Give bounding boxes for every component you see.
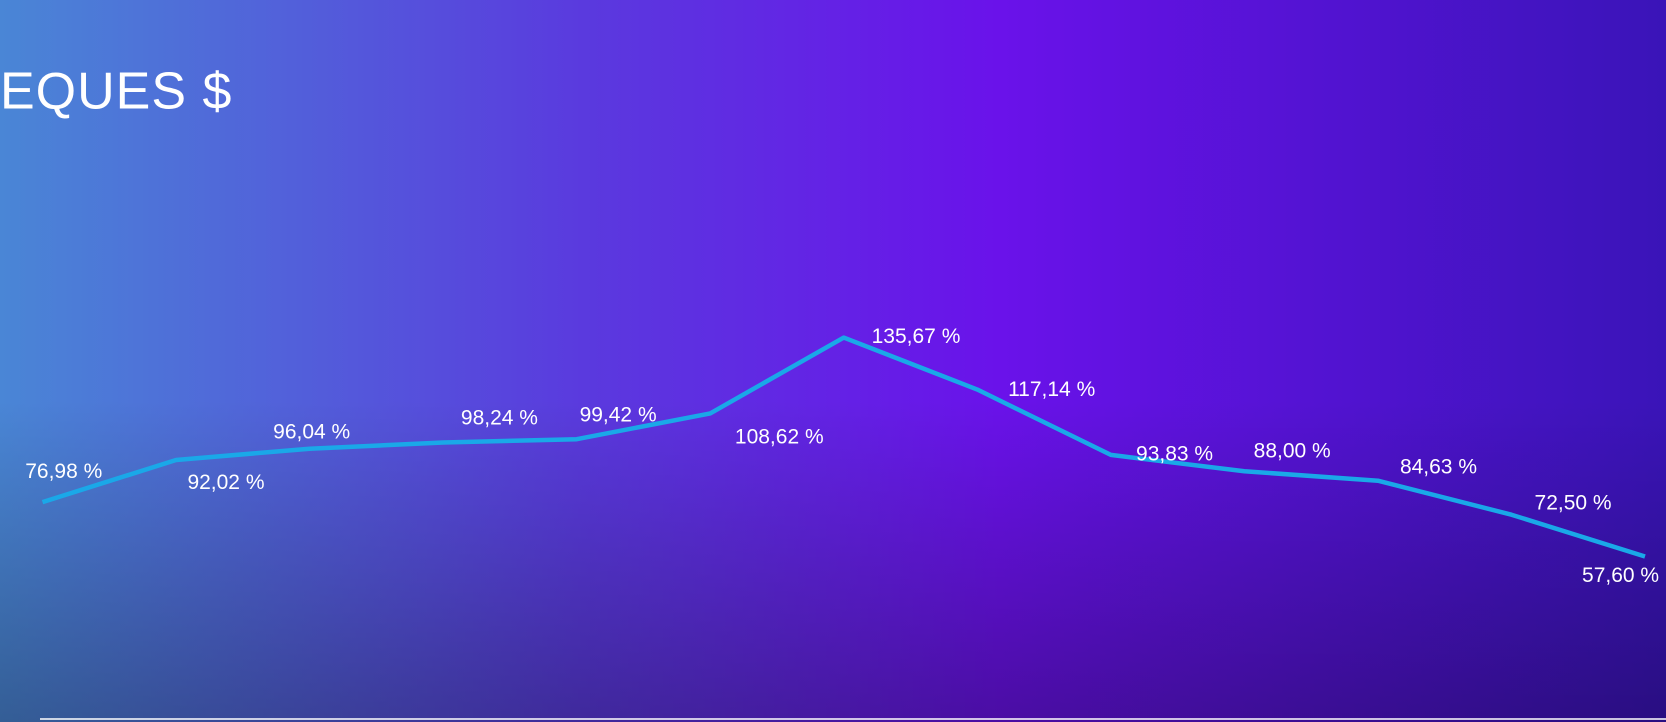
data-label: 98,24 % <box>461 407 538 430</box>
data-label: 96,04 % <box>273 420 350 443</box>
data-label: 135,67 % <box>872 325 961 348</box>
data-label: 99,42 % <box>580 403 657 426</box>
chart-title: EQUES $ <box>0 63 232 121</box>
chart: EQUES $ 76,98 % 92,02 % 96,04 % 98,24 % 99,4… <box>0 0 1666 722</box>
data-label: 93,83 % <box>1136 442 1213 465</box>
data-label: 108,62 % <box>735 425 824 448</box>
data-label: 92,02 % <box>187 471 264 494</box>
data-label: 72,50 % <box>1535 492 1612 515</box>
data-label: 57,60 % <box>1582 564 1659 587</box>
background-shade <box>0 400 1666 722</box>
data-label: 88,00 % <box>1254 440 1331 463</box>
data-label: 84,63 % <box>1400 455 1477 478</box>
data-label: 117,14 % <box>1008 378 1095 401</box>
page: EQUES $ 76,98 % 92,02 % 96,04 % 98,24 % 99,4… <box>0 0 1666 722</box>
data-label: 76,98 % <box>25 460 102 483</box>
